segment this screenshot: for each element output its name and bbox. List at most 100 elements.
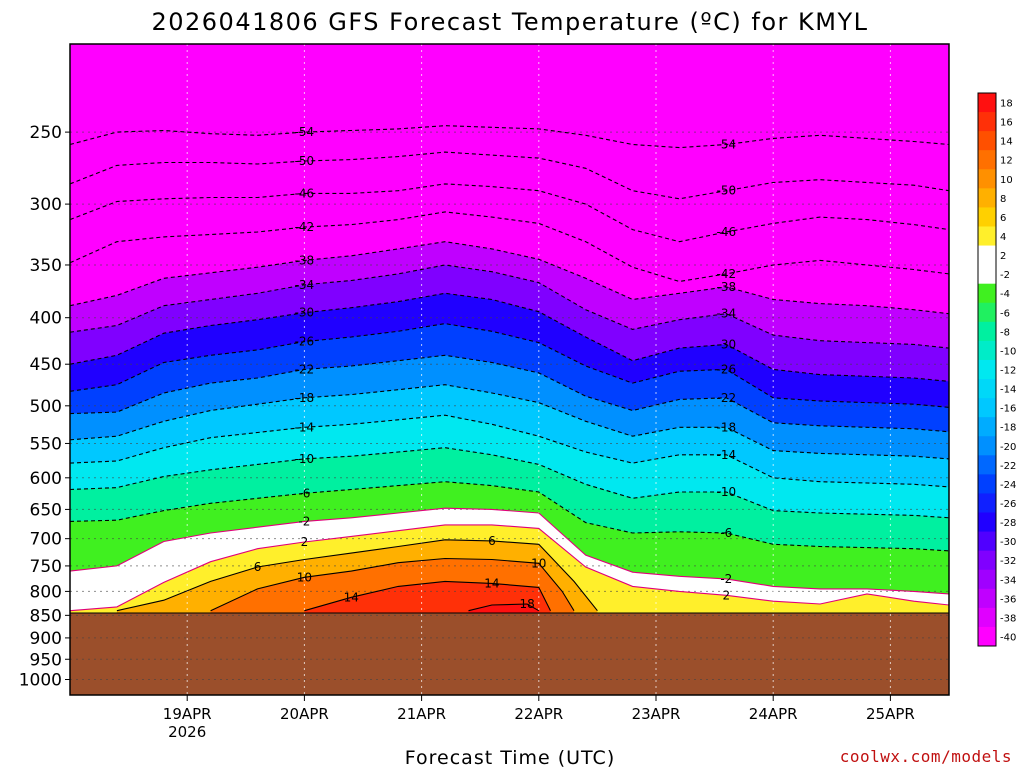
colorbar-label: 12 bbox=[1000, 156, 1013, 167]
colorbar-label: 2 bbox=[1000, 251, 1006, 262]
colorbar-label: -20 bbox=[1000, 442, 1016, 453]
credit-text: coolwx.com/models bbox=[840, 747, 1012, 766]
y-tick-label: 950 bbox=[30, 650, 62, 670]
colorbar-swatch bbox=[978, 340, 996, 361]
colorbar-swatch bbox=[978, 321, 996, 342]
contour-label: -2 bbox=[720, 572, 732, 586]
colorbar-label: 10 bbox=[1000, 175, 1013, 186]
ground-area bbox=[70, 612, 949, 695]
y-tick-label: 900 bbox=[30, 629, 62, 649]
colorbar-swatch bbox=[978, 226, 996, 247]
x-axis-label: Forecast Time (UTC) bbox=[405, 747, 615, 768]
contour-label: -30 bbox=[717, 337, 737, 351]
contour-line bbox=[70, 211, 949, 283]
contour-label: -34 bbox=[717, 307, 737, 321]
contour-label: -42 bbox=[717, 267, 737, 281]
colorbar-label: -30 bbox=[1000, 537, 1016, 548]
colorbar-label: -22 bbox=[1000, 461, 1016, 472]
colorbar-label: -2 bbox=[1000, 270, 1010, 281]
contour-label: -26 bbox=[717, 362, 737, 376]
colorbar-label: 18 bbox=[1000, 99, 1013, 110]
y-tick-label: 1000 bbox=[19, 671, 62, 691]
contour-label: 6 bbox=[254, 560, 262, 574]
contour-label: -6 bbox=[720, 526, 732, 540]
colorbar-swatch bbox=[978, 150, 996, 170]
contour-line bbox=[70, 414, 949, 488]
contour-label: -22 bbox=[295, 362, 315, 376]
colorbar-label: 14 bbox=[1000, 137, 1013, 148]
contour-line bbox=[116, 539, 598, 612]
x-tick-sublabel: 2026 bbox=[168, 723, 206, 741]
contour-label: -46 bbox=[295, 186, 315, 200]
y-tick-label: 250 bbox=[30, 123, 62, 143]
y-tick-label: 550 bbox=[30, 434, 62, 454]
colorbar-swatch bbox=[978, 626, 996, 647]
contour-label: -30 bbox=[295, 306, 315, 320]
x-tick-label: 24APR bbox=[749, 705, 798, 723]
x-tick-label: 25APR bbox=[866, 705, 915, 723]
colorbar-label: -14 bbox=[1000, 385, 1016, 396]
colorbar-label: -36 bbox=[1000, 594, 1016, 605]
contour-label: -38 bbox=[295, 253, 315, 267]
colorbar-label: -32 bbox=[1000, 556, 1016, 567]
contour-label: -2 bbox=[298, 514, 310, 528]
colorbar-label: -16 bbox=[1000, 404, 1016, 415]
contour-label: -50 bbox=[717, 184, 737, 198]
contour-label: 14 bbox=[344, 590, 359, 604]
contour-label: -14 bbox=[717, 448, 737, 462]
colorbar-label: -6 bbox=[1000, 308, 1010, 319]
y-tick-label: 600 bbox=[30, 469, 62, 489]
colorbar-swatch bbox=[978, 588, 996, 609]
contour-label: -22 bbox=[717, 391, 737, 405]
colorbar-swatch bbox=[978, 359, 996, 380]
colorbar-label: -12 bbox=[1000, 366, 1016, 377]
contour-label: -54 bbox=[295, 125, 315, 139]
contour-line bbox=[70, 524, 949, 612]
colorbar-label: -40 bbox=[1000, 632, 1016, 643]
colorbar-swatch bbox=[978, 264, 996, 285]
colorbar-swatch bbox=[978, 379, 996, 399]
contour-labels: -54-54-50-50-46-46-42-42-38-38-34-34-30-… bbox=[254, 125, 737, 611]
colorbar-swatch bbox=[978, 169, 996, 189]
y-tick-label: 350 bbox=[30, 256, 62, 276]
x-tick-label: 23APR bbox=[632, 705, 681, 723]
y-tick-label: 850 bbox=[30, 606, 62, 626]
x-tick-label: 19APR bbox=[163, 705, 212, 723]
y-tick-label: 650 bbox=[30, 500, 62, 520]
contour-label: 2 bbox=[722, 588, 730, 602]
contour-label: -18 bbox=[295, 391, 315, 405]
y-tick-label: 750 bbox=[30, 557, 62, 577]
colorbar-swatch bbox=[978, 531, 996, 552]
colorbar-swatch bbox=[978, 436, 996, 456]
colorbar-label: -4 bbox=[1000, 289, 1010, 300]
x-tick-label: 20APR bbox=[280, 705, 329, 723]
contour-line bbox=[468, 603, 540, 612]
contour-line bbox=[70, 354, 949, 433]
colorbar-swatch bbox=[978, 245, 996, 266]
y-axis-ticks: 250 300 350 400 450 500 550 600 650 700 750 800 850 9… bbox=[19, 123, 70, 691]
colorbar-label: -18 bbox=[1000, 423, 1016, 434]
colorbar-label: 4 bbox=[1000, 232, 1006, 243]
colorbar-label: 6 bbox=[1000, 213, 1006, 224]
colorbar-swatch bbox=[978, 93, 996, 113]
colorbar-label: -34 bbox=[1000, 575, 1016, 586]
contour-line bbox=[70, 507, 949, 595]
contour-label: 10 bbox=[531, 556, 546, 570]
contour-line bbox=[70, 384, 949, 460]
colorbar-swatch bbox=[978, 188, 996, 208]
colorbar-swatch bbox=[978, 474, 996, 494]
y-tick-label: 500 bbox=[30, 397, 62, 417]
y-tick-label: 450 bbox=[30, 355, 62, 375]
colorbar: 18 16 14 12 10 8 6 4 2 -2 -4 -6 -8 -10 -12 -14 -16 -18 -20… bbox=[977, 92, 1016, 647]
contour-line bbox=[70, 125, 949, 149]
colorbar-label: -8 bbox=[1000, 327, 1010, 338]
colorbar-swatch bbox=[978, 112, 996, 132]
contour-label: -46 bbox=[717, 225, 737, 239]
chart-title: 2026041806 GFS Forecast Temperature (ºC)… bbox=[151, 8, 868, 36]
contour-label: 2 bbox=[301, 535, 309, 549]
colorbar-swatch bbox=[978, 455, 996, 475]
contour-label: -26 bbox=[295, 335, 315, 349]
contour-line bbox=[70, 183, 949, 243]
contour-label: 14 bbox=[484, 576, 499, 590]
